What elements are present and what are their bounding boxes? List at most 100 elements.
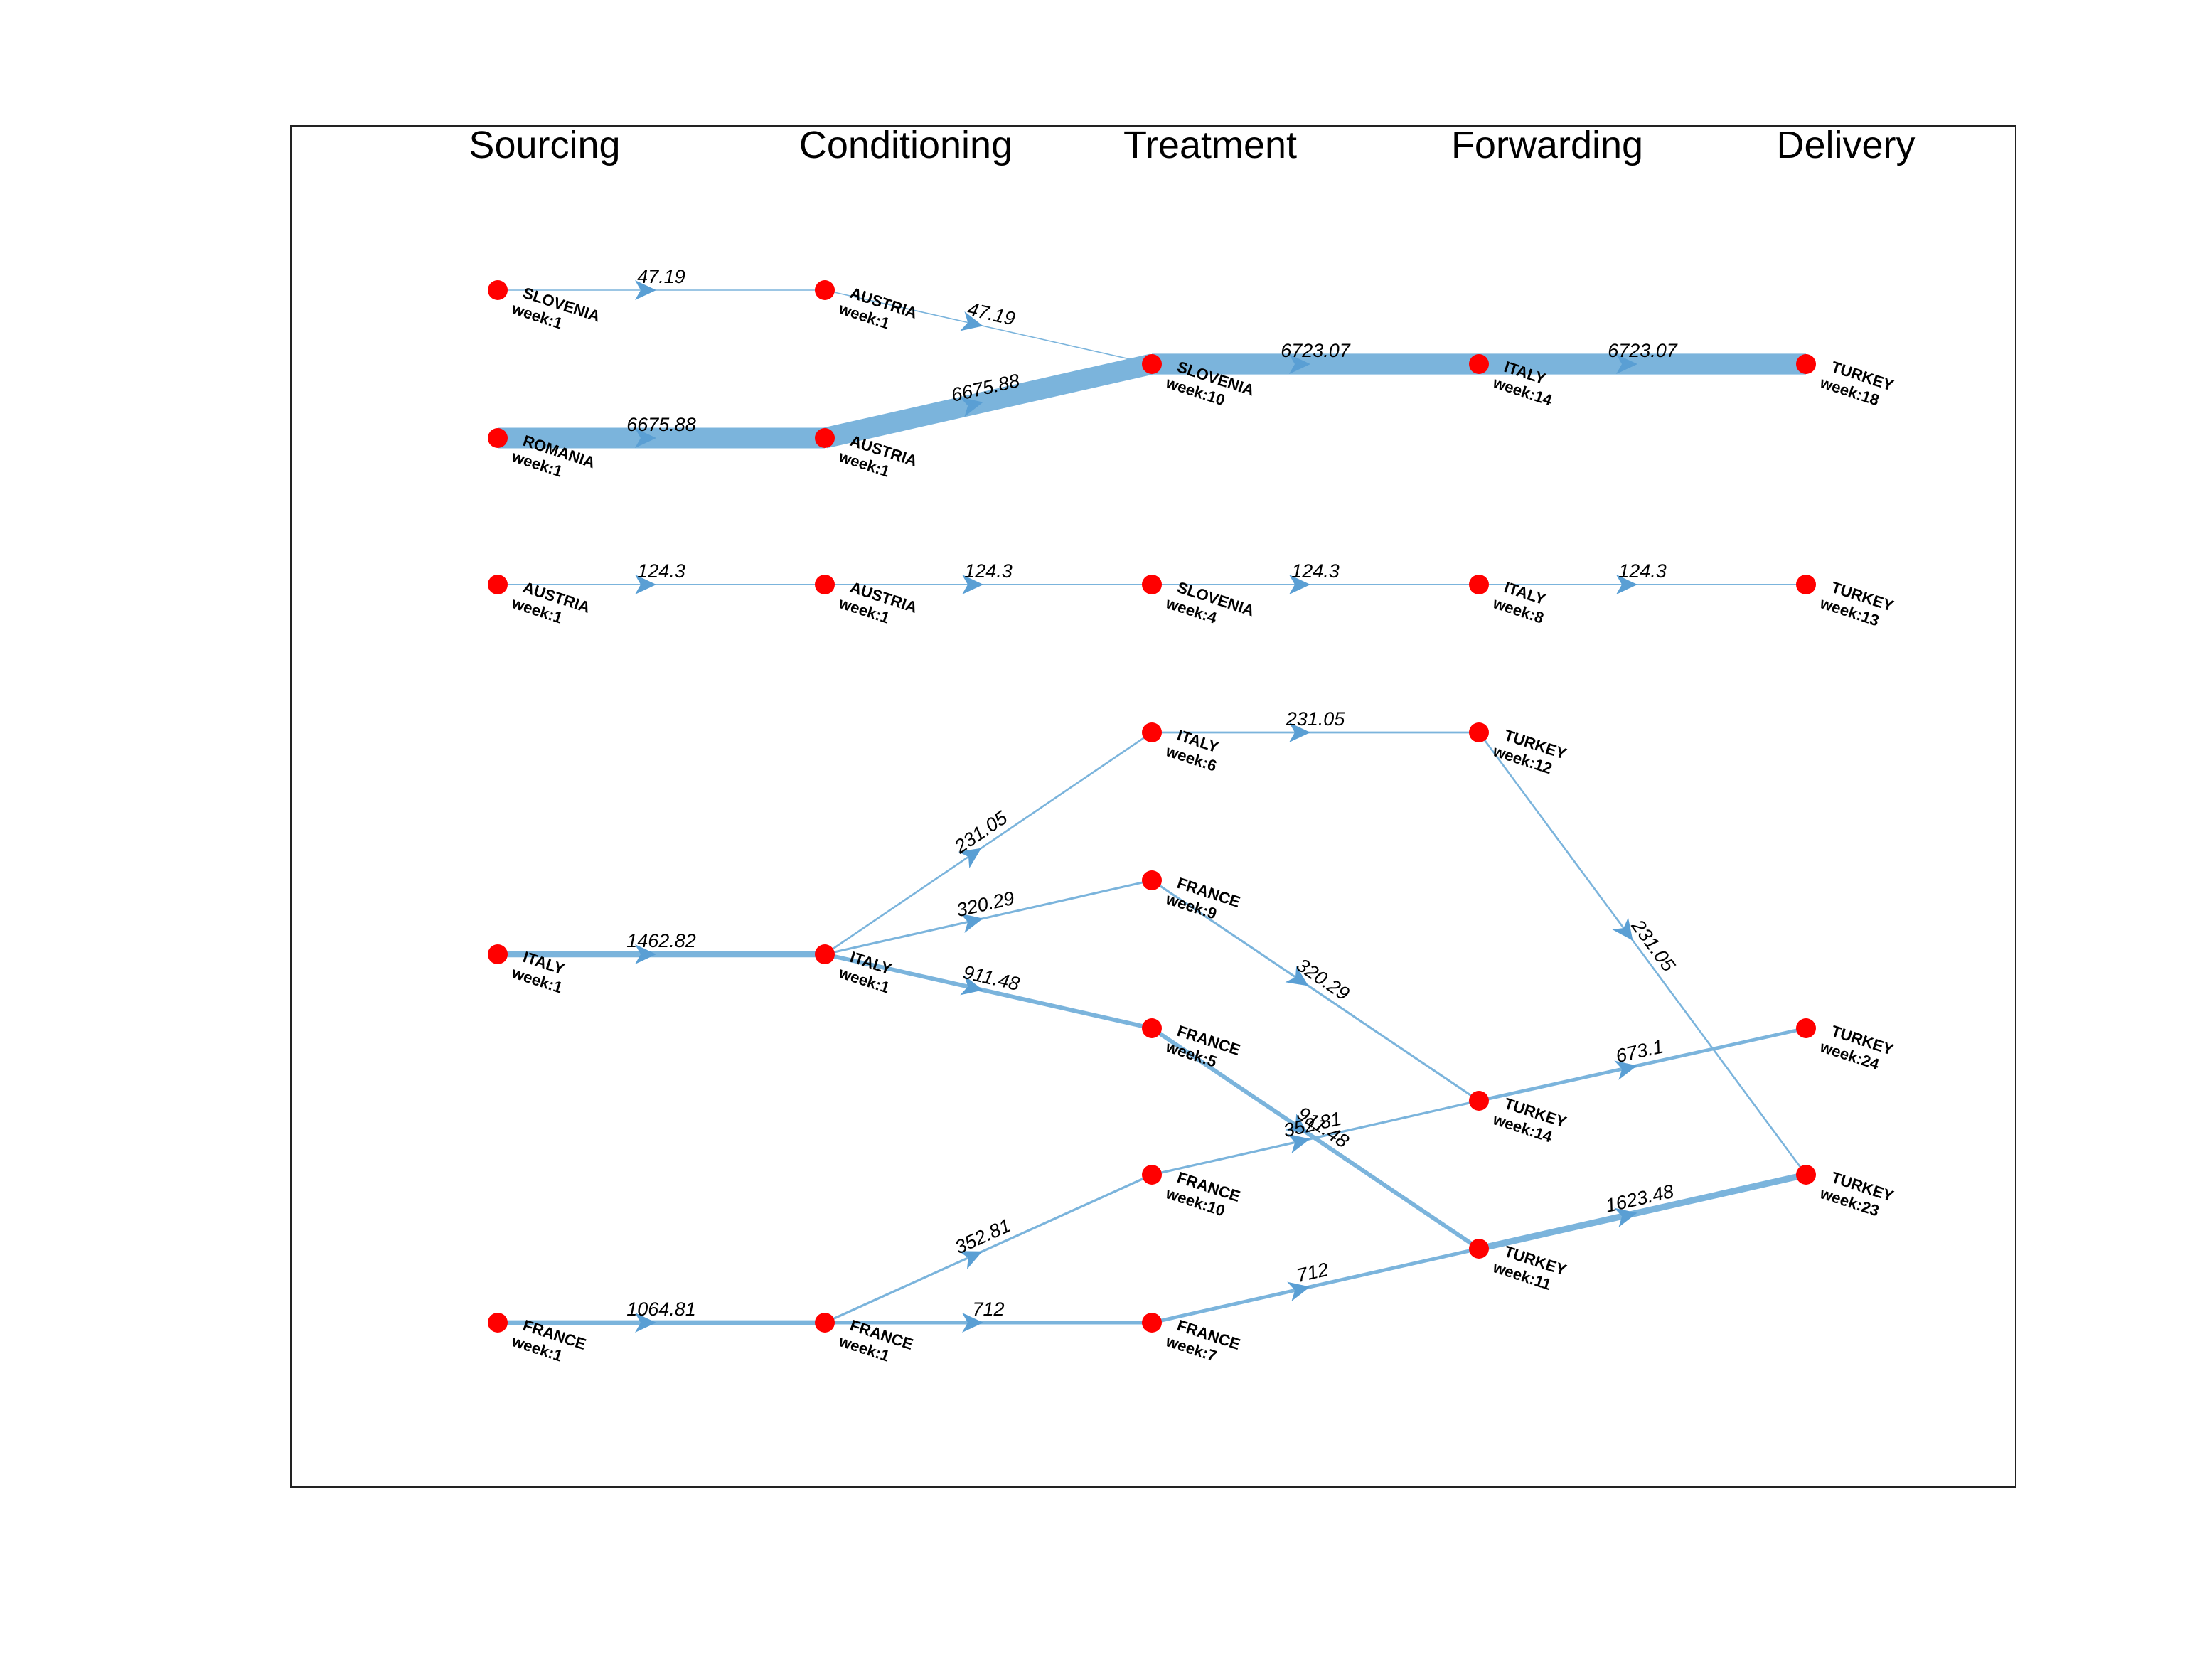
flow-label: 231.05 (1286, 708, 1346, 730)
flow-label: 1064.81 (626, 1298, 696, 1320)
flow-arrow (1289, 722, 1310, 742)
flow-edge (1151, 879, 1480, 1102)
flow-label: 231.05 (950, 806, 1012, 858)
node-marker (1796, 575, 1816, 594)
flow-label: 124.3 (1291, 560, 1340, 582)
node-marker (1469, 1091, 1489, 1111)
node-marker (1142, 354, 1162, 374)
flow-label: 712 (972, 1298, 1004, 1320)
flow-label: 47.19 (637, 266, 685, 287)
flow-edge (824, 879, 1153, 956)
flow-arrow (635, 575, 656, 594)
flow-edge (1478, 1171, 1807, 1252)
flow-label: 6723.07 (1608, 340, 1678, 361)
node-marker (815, 575, 835, 594)
flow-arrow (960, 976, 983, 996)
flow-arrow (958, 1251, 983, 1269)
flow-label: 124.3 (637, 560, 685, 582)
node-marker (1142, 575, 1162, 594)
stage-headers: Sourcing Conditioning Treatment Forwarding D… (469, 124, 1915, 166)
node-marker (1142, 1018, 1162, 1038)
flow-arrow (962, 575, 983, 594)
flow-arrows (635, 280, 1637, 1333)
node-marker (1142, 870, 1162, 890)
flow-arrow (962, 1313, 983, 1333)
flow-arrow (960, 397, 983, 417)
node-marker (1469, 722, 1489, 742)
flow-arrow (1287, 1133, 1310, 1153)
stage-header-treatment: Treatment (1123, 124, 1297, 166)
flow-arrow (1616, 575, 1637, 594)
flow-arrow (635, 944, 656, 964)
node-marker (488, 575, 508, 594)
flow-arrow (960, 913, 983, 933)
flow-label: 124.3 (964, 560, 1013, 582)
node-marker (1469, 354, 1489, 374)
flow-edge (1478, 1026, 1807, 1103)
flow-edge (824, 952, 1153, 1030)
node-marker (1796, 1165, 1816, 1185)
flow-edge (1151, 1247, 1480, 1325)
node-marker (1142, 1165, 1162, 1185)
flow-arrow (1614, 1060, 1637, 1080)
flow-arrow (1614, 1207, 1637, 1227)
flow-edge (822, 353, 1155, 449)
node-marker (488, 428, 508, 448)
flow-arrow (960, 311, 983, 331)
flow-label: 6723.07 (1281, 340, 1351, 361)
flow-arrow (1285, 966, 1309, 986)
node-marker (1469, 575, 1489, 594)
node-marker (1796, 354, 1816, 374)
node-marker (488, 280, 508, 300)
flow-arrow (635, 1313, 656, 1333)
flow-label: 320.29 (954, 887, 1016, 921)
node-marker (815, 280, 835, 300)
node-marker (488, 944, 508, 964)
node-marker (1142, 1313, 1162, 1333)
node-marker (815, 944, 835, 964)
flow-label: 6675.88 (626, 414, 696, 435)
flow-arrow (958, 848, 982, 869)
node-marker (1469, 1239, 1489, 1259)
plot-frame (290, 125, 2016, 1488)
flow-arrow (1287, 1281, 1310, 1301)
flow-edges (498, 289, 1807, 1325)
flow-arrow (1616, 354, 1637, 374)
flow-label: 1462.82 (626, 930, 696, 951)
node-marker (488, 1313, 508, 1333)
flow-arrow (1289, 575, 1310, 594)
node-marker (815, 428, 835, 448)
flow-arrow (1289, 354, 1310, 374)
flow-edge (824, 731, 1153, 956)
flow-arrow (1612, 917, 1633, 941)
node-marker (1142, 722, 1162, 742)
flow-edge (1151, 1099, 1480, 1176)
flow-edge (824, 289, 1153, 365)
node-marker (1796, 1018, 1816, 1038)
flow-label: 124.3 (1618, 560, 1667, 582)
stage-header-conditioning: Conditioning (799, 124, 1013, 166)
stage-header-delivery: Delivery (1776, 124, 1915, 166)
node-marker (815, 1313, 835, 1333)
flow-edge (824, 1173, 1153, 1324)
stage-header-forwarding: Forwarding (1451, 124, 1643, 166)
stage-header-sourcing: Sourcing (469, 124, 620, 166)
